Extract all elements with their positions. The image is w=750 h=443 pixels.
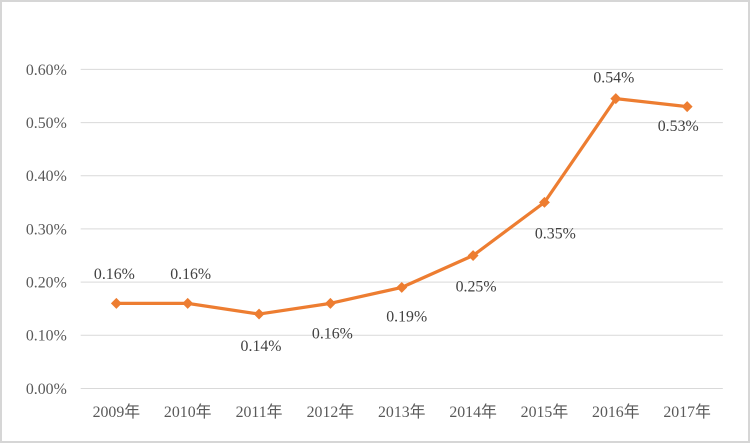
y-axis-tick-label: 0.60% <box>26 62 67 79</box>
y-axis-tick-label: 0.00% <box>26 381 67 398</box>
y-axis-tick-label: 0.10% <box>26 328 67 345</box>
data-label: 0.16% <box>94 266 135 283</box>
x-axis-tick-label: 2017年 <box>663 403 711 421</box>
diamond-marker <box>467 250 479 261</box>
diamond-marker <box>182 297 194 309</box>
diamond-marker <box>610 93 622 105</box>
x-axis-tick-label: 2014年 <box>449 403 497 421</box>
data-label: 0.14% <box>241 338 282 355</box>
data-label: 0.25% <box>456 279 497 296</box>
x-axis-tick-label: 2016年 <box>592 403 640 421</box>
data-label: 0.16% <box>312 326 353 343</box>
y-axis-tick-label: 0.20% <box>26 275 67 292</box>
x-axis-tick-label: 2015年 <box>521 403 569 421</box>
y-axis-tick-label: 0.30% <box>26 221 67 238</box>
x-axis-tick-label: 2011年 <box>236 403 283 421</box>
data-label: 0.53% <box>658 118 699 135</box>
diamond-marker <box>110 297 122 309</box>
data-label: 0.35% <box>535 226 576 243</box>
data-label: 0.19% <box>386 309 427 326</box>
diamond-marker <box>681 101 693 113</box>
y-axis-tick-label: 0.50% <box>26 115 67 132</box>
diamond-marker <box>253 308 265 320</box>
x-axis-tick-label: 2009年 <box>93 403 141 421</box>
diamond-marker <box>324 297 336 309</box>
y-axis-tick-label: 0.40% <box>26 168 67 185</box>
data-label: 0.54% <box>593 69 634 86</box>
x-axis-tick-label: 2013年 <box>378 403 426 421</box>
data-label: 0.16% <box>170 266 211 283</box>
x-axis-tick-label: 2012年 <box>307 403 355 421</box>
x-axis-tick-label: 2010年 <box>164 403 212 421</box>
diamond-marker <box>396 281 408 293</box>
